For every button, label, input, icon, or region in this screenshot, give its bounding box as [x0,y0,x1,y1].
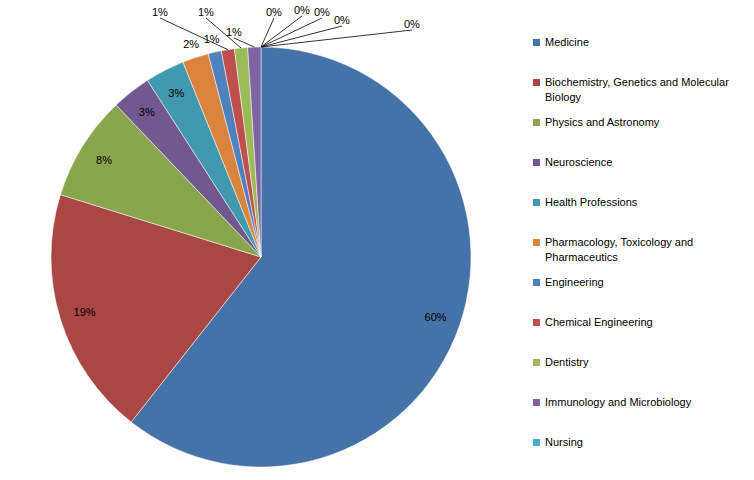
svg-text:0%: 0% [294,4,310,16]
svg-text:0%: 0% [266,6,282,18]
svg-text:0%: 0% [334,14,350,26]
svg-text:1%: 1% [204,33,220,45]
svg-text:19%: 19% [74,306,96,318]
svg-text:60%: 60% [425,311,447,323]
svg-text:3%: 3% [168,87,184,99]
svg-text:1%: 1% [198,6,214,18]
html-text:Engineering: Engineering [545,276,604,288]
svg-text:1%: 1% [152,6,168,18]
html-text:Dentistry: Dentistry [545,356,589,368]
svg-text:2%: 2% [183,38,199,50]
svg-text:0%: 0% [314,6,330,18]
svg-text:1%: 1% [226,26,242,38]
svg-text:0%: 0% [404,18,420,30]
svg-text:3%: 3% [139,106,155,118]
svg-text:8%: 8% [96,154,112,166]
html-text:Health Professions: Health Professions [545,196,638,208]
html-text:Biochemistry, Genetics and Mol: Biochemistry, Genetics and Molecular Bio… [545,76,729,103]
html-text:Pharmacology, Toxicology and P: Pharmacology, Toxicology and Pharmaceuti… [545,236,694,263]
html-text:Physics and Astronomy: Physics and Astronomy [545,116,660,128]
html-text:Chemical Engineering: Chemical Engineering [545,316,653,328]
html-text:Immunology and Microbiology: Immunology and Microbiology [545,396,692,408]
html-text:Medicine: Medicine [545,36,589,48]
html-text:Nursing: Nursing [545,436,583,448]
html-text:Neuroscience: Neuroscience [545,156,613,168]
